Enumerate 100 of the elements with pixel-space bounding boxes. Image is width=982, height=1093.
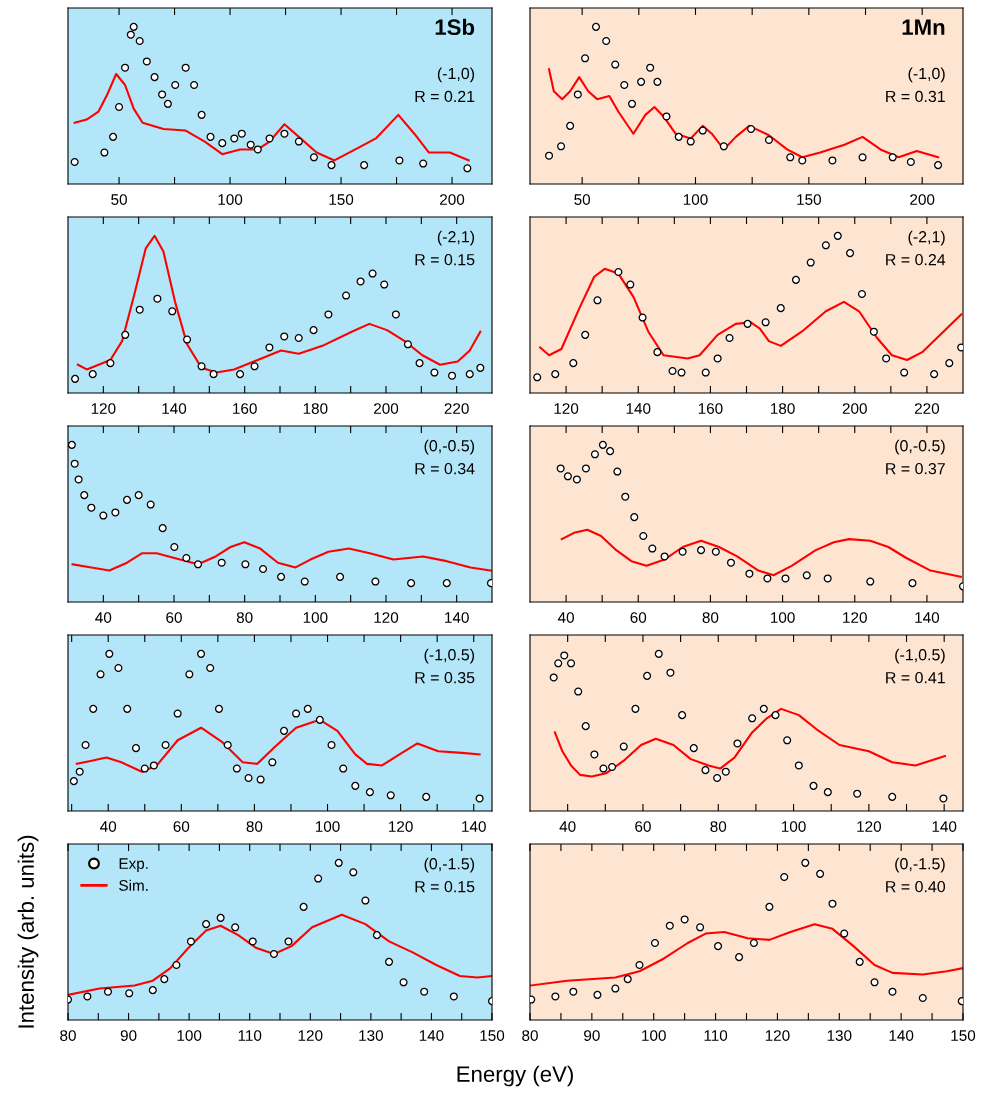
point [216, 913, 225, 922]
annotation: R = 0.15 [415, 880, 475, 893]
point [256, 775, 265, 784]
point [945, 359, 954, 368]
x-tick-label: 60 [166, 612, 182, 623]
point [168, 307, 177, 316]
point [748, 714, 757, 723]
annotation: (-1,0) [908, 67, 945, 83]
point [336, 572, 345, 581]
annotation: (-1,0) [437, 67, 475, 83]
point [126, 30, 135, 39]
x-tick-label: 100 [642, 1030, 666, 1041]
x-tick-label: 140 [462, 821, 486, 832]
point [465, 370, 474, 379]
point [269, 949, 278, 959]
point [823, 788, 832, 797]
annotation: (-2,1) [908, 230, 945, 246]
point [660, 552, 669, 561]
x-tick-label: 40 [559, 821, 576, 832]
point [70, 157, 79, 167]
x-tick-label: 110 [238, 1030, 262, 1041]
point [368, 269, 377, 278]
point [71, 374, 80, 383]
point [163, 99, 172, 108]
point [823, 574, 832, 583]
point [185, 670, 194, 679]
annotation: (0,-1.5) [895, 857, 945, 873]
point [75, 767, 84, 776]
point [620, 80, 629, 90]
point [186, 937, 195, 946]
point [83, 992, 92, 1001]
point [662, 112, 671, 121]
x-tick-label: 200 [910, 194, 935, 205]
annotation: R = 0.35 [415, 671, 475, 684]
point [599, 764, 608, 773]
point [244, 773, 253, 783]
point [171, 80, 180, 90]
point [129, 22, 138, 31]
point [182, 553, 191, 563]
x-tick-label: 50 [111, 194, 127, 205]
point [237, 129, 246, 138]
x-tick-label: 140 [445, 612, 469, 623]
point [181, 63, 190, 72]
annotation: (-1,0.5) [424, 648, 475, 664]
point [324, 310, 333, 319]
x-tick-label: 80 [60, 1030, 76, 1041]
point [802, 571, 811, 580]
point [259, 564, 268, 574]
point [549, 673, 558, 682]
x-tick-label: 140 [626, 403, 651, 414]
x-tick-label: 140 [162, 403, 187, 414]
point [173, 709, 182, 718]
point [231, 923, 240, 932]
point [135, 36, 144, 46]
point [680, 915, 689, 924]
point [197, 649, 206, 658]
point [140, 764, 149, 773]
point [606, 447, 615, 456]
point [146, 500, 155, 509]
x-tick-label: 120 [554, 403, 579, 414]
point [763, 574, 772, 583]
point [743, 319, 752, 328]
x-axis-title: Energy (eV) [457, 1065, 573, 1087]
x-tick-label: 120 [765, 1030, 790, 1041]
point [407, 579, 416, 588]
point [265, 343, 274, 352]
point [806, 258, 815, 267]
x-tick-label: 150 [797, 194, 821, 205]
point [105, 649, 114, 658]
point [569, 359, 578, 368]
point [380, 280, 389, 289]
point [250, 362, 259, 371]
point [888, 153, 897, 162]
point [590, 750, 599, 759]
point [89, 704, 98, 713]
point [573, 90, 582, 99]
point [855, 957, 864, 966]
point [654, 649, 663, 658]
point [74, 475, 83, 484]
x-tick-label: 150 [480, 1030, 505, 1041]
point [713, 354, 722, 363]
x-tick-label: 120 [843, 612, 867, 623]
point [574, 687, 583, 696]
point [241, 560, 250, 569]
x-tick-label: 140 [419, 1030, 444, 1041]
point [109, 132, 118, 141]
point [160, 975, 169, 984]
point [122, 495, 132, 504]
x-tick-label: 100 [781, 821, 806, 832]
point [719, 142, 728, 151]
point [268, 758, 277, 767]
x-tick-label: 60 [630, 612, 647, 623]
point [630, 513, 639, 522]
point [781, 574, 790, 583]
point [202, 920, 211, 929]
annotation: (0,-1.5) [424, 857, 475, 873]
point [135, 305, 144, 314]
y-axis-title: Intensity (arb. units) [17, 835, 39, 1028]
point [475, 794, 484, 803]
point [821, 241, 830, 250]
